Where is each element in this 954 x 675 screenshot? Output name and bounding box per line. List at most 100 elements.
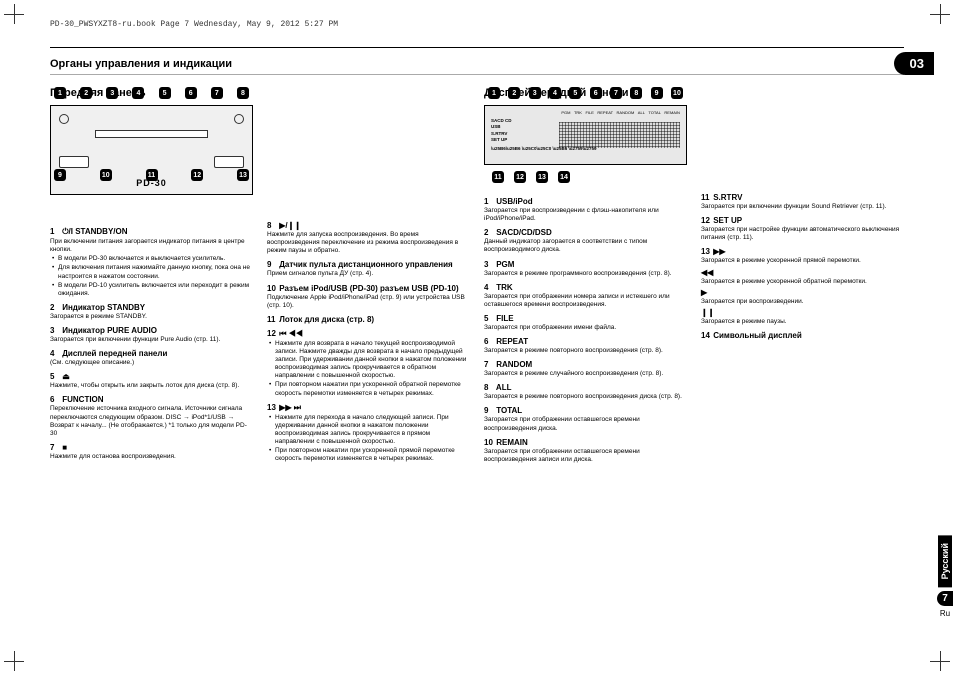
callout-num: 7 <box>211 87 223 99</box>
item: 7 RANDOMЗагорается в режиме случайного в… <box>484 360 687 378</box>
item-desc: При включении питания загорается индикат… <box>50 238 253 254</box>
callout-num: 4 <box>132 87 144 99</box>
item-title: S.RTRV <box>711 193 742 202</box>
btn <box>59 156 89 168</box>
item-title: Символьный дисплей <box>711 331 802 340</box>
item-num: 8 <box>267 221 277 230</box>
item: 8 ALLЗагорается в режиме повторного восп… <box>484 383 687 401</box>
item-num: 5 <box>484 314 494 323</box>
language-tab: Русский 7 Ru <box>936 535 954 645</box>
disc-tray <box>95 130 208 138</box>
dot-matrix <box>559 122 680 148</box>
item: 6 REPEATЗагорается в режиме повторного в… <box>484 337 687 355</box>
item-num: 6 <box>484 337 494 346</box>
item-num: 6 <box>50 395 60 404</box>
indicator-label: REMAIN <box>664 110 680 115</box>
label: SET UP <box>491 137 512 143</box>
cropmark-br <box>930 651 950 671</box>
callout-num: 5 <box>159 87 171 99</box>
item: 11 Лоток для диска (стр. 8) <box>267 315 470 324</box>
cropmark-tl <box>4 4 24 24</box>
bullet: Нажмите для перехода в начало следующей … <box>267 414 470 447</box>
item: 3 Индикатор PURE AUDIOЗагорается при вкл… <box>50 326 253 344</box>
item-num: 7 <box>484 360 494 369</box>
item: 14 Символьный дисплей <box>701 331 904 340</box>
item-desc: Загорается в режиме паузы. <box>701 318 904 326</box>
divider <box>50 74 904 75</box>
item-desc: Загорается в режиме повторного воспроизв… <box>484 347 687 355</box>
symbol-heading: ▶ <box>701 288 904 297</box>
item-num: 9 <box>267 260 277 269</box>
callout-num: 8 <box>630 87 642 99</box>
callout-num: 6 <box>185 87 197 99</box>
callout-num: 9 <box>651 87 663 99</box>
item-num: 2 <box>484 228 494 237</box>
item-title: TRK <box>494 283 513 292</box>
item-desc: Загорается в режиме STANDBY. <box>50 313 253 321</box>
item: 3 PGMЗагорается в режиме программного во… <box>484 260 687 278</box>
callout-num: 14 <box>558 171 570 183</box>
item-desc: Загорается при воспроизведении. <box>701 298 904 306</box>
bullet: В модели PD-10 усилитель включается или … <box>50 282 253 298</box>
item: 10 REMAINЗагорается при отображении оста… <box>484 438 687 464</box>
item-desc: Нажмите, чтобы открыть или закрыть лоток… <box>50 382 253 390</box>
callout-num: 13 <box>237 169 249 181</box>
item-num: 11 <box>267 315 277 324</box>
item-desc: Прием сигналов пульта ДУ (стр. 4). <box>267 270 470 278</box>
item-desc: Загорается при включении функции Sound R… <box>701 203 904 211</box>
item-num: 2 <box>50 303 60 312</box>
item-num: 3 <box>50 326 60 335</box>
item-title: ■ <box>60 443 67 452</box>
callout-num: 12 <box>514 171 526 183</box>
item: 12 ⏮ ◀◀Нажмите для возврата в начало тек… <box>267 329 470 398</box>
item-desc: Загорается при включении функции Pure Au… <box>50 336 253 344</box>
indicator-label: PGM <box>561 110 570 115</box>
item-num: 10 <box>484 438 494 447</box>
item-title: TOTAL <box>494 406 522 415</box>
item-title: SET UP <box>711 216 742 225</box>
callout-num: 9 <box>54 169 66 181</box>
header-path: PD-30_PWSYXZT8-ru.book Page 7 Wednesday,… <box>50 20 904 29</box>
item-title: Дисплей передней панели <box>60 349 167 358</box>
item-title: ▶▶ <box>711 247 726 256</box>
cropmark-bl <box>4 651 24 671</box>
item-title: Разъем iPod/USB (PD-30) разъем USB (PD-1… <box>277 284 459 293</box>
item-title: USB/iPod <box>494 197 533 206</box>
item: 7 ■Нажмите для останова воспроизведения. <box>50 443 253 461</box>
item-num: 12 <box>701 216 711 225</box>
symbol-heading: ❙❙ <box>701 308 904 317</box>
callout-num: 3 <box>106 87 118 99</box>
callout-num: 2 <box>508 87 520 99</box>
item-title: ▶/❙❙ <box>277 221 301 230</box>
bullet: Для включения питания нажимайте данную к… <box>50 264 253 280</box>
item: 12 SET UPЗагорается при настройке функци… <box>701 216 904 242</box>
item-num: 5 <box>50 372 60 381</box>
knob <box>234 114 244 124</box>
item-title: SACD/CD/DSD <box>494 228 552 237</box>
disp-indicators: PGMTRKFILEREPEATRANDOMALLTOTALREMAIN <box>561 110 680 115</box>
indicator-label: TOTAL <box>648 110 661 115</box>
item-num: 10 <box>267 284 277 293</box>
callout-num: 11 <box>146 169 158 181</box>
playback-icons: \u25B6\u25B6 \u25C0\u25C0 \u25B6 \u2759\… <box>491 146 597 151</box>
item-title: FUNCTION <box>60 395 104 404</box>
item-desc: Нажмите для останова воспроизведения. <box>50 453 253 461</box>
device-diagram: PD-30 <box>50 105 253 195</box>
language-code: Ru <box>940 609 950 618</box>
item-desc: Загорается при настройке функции автомат… <box>701 226 904 242</box>
item-desc: Данный индикатор загорается в соответств… <box>484 238 687 254</box>
indicator-label: RANDOM <box>617 110 635 115</box>
callout-num: 5 <box>569 87 581 99</box>
item-num: 1 <box>50 227 60 236</box>
callout-num: 4 <box>549 87 561 99</box>
item: 9 TOTALЗагорается при отображении оставш… <box>484 406 687 432</box>
callout-num: 2 <box>80 87 92 99</box>
item-title: ▶▶ ⏭ <box>277 403 301 412</box>
item-desc: Загорается в режиме повторного воспроизв… <box>484 393 687 401</box>
callout-row: 910111213 <box>50 169 253 181</box>
item-num: 7 <box>50 443 60 452</box>
section-title: Органы управления и индикации <box>50 56 238 72</box>
item-num: 13 <box>267 403 277 412</box>
item-title: REMAIN <box>494 438 528 447</box>
callout-row: 12345678 <box>50 87 253 99</box>
